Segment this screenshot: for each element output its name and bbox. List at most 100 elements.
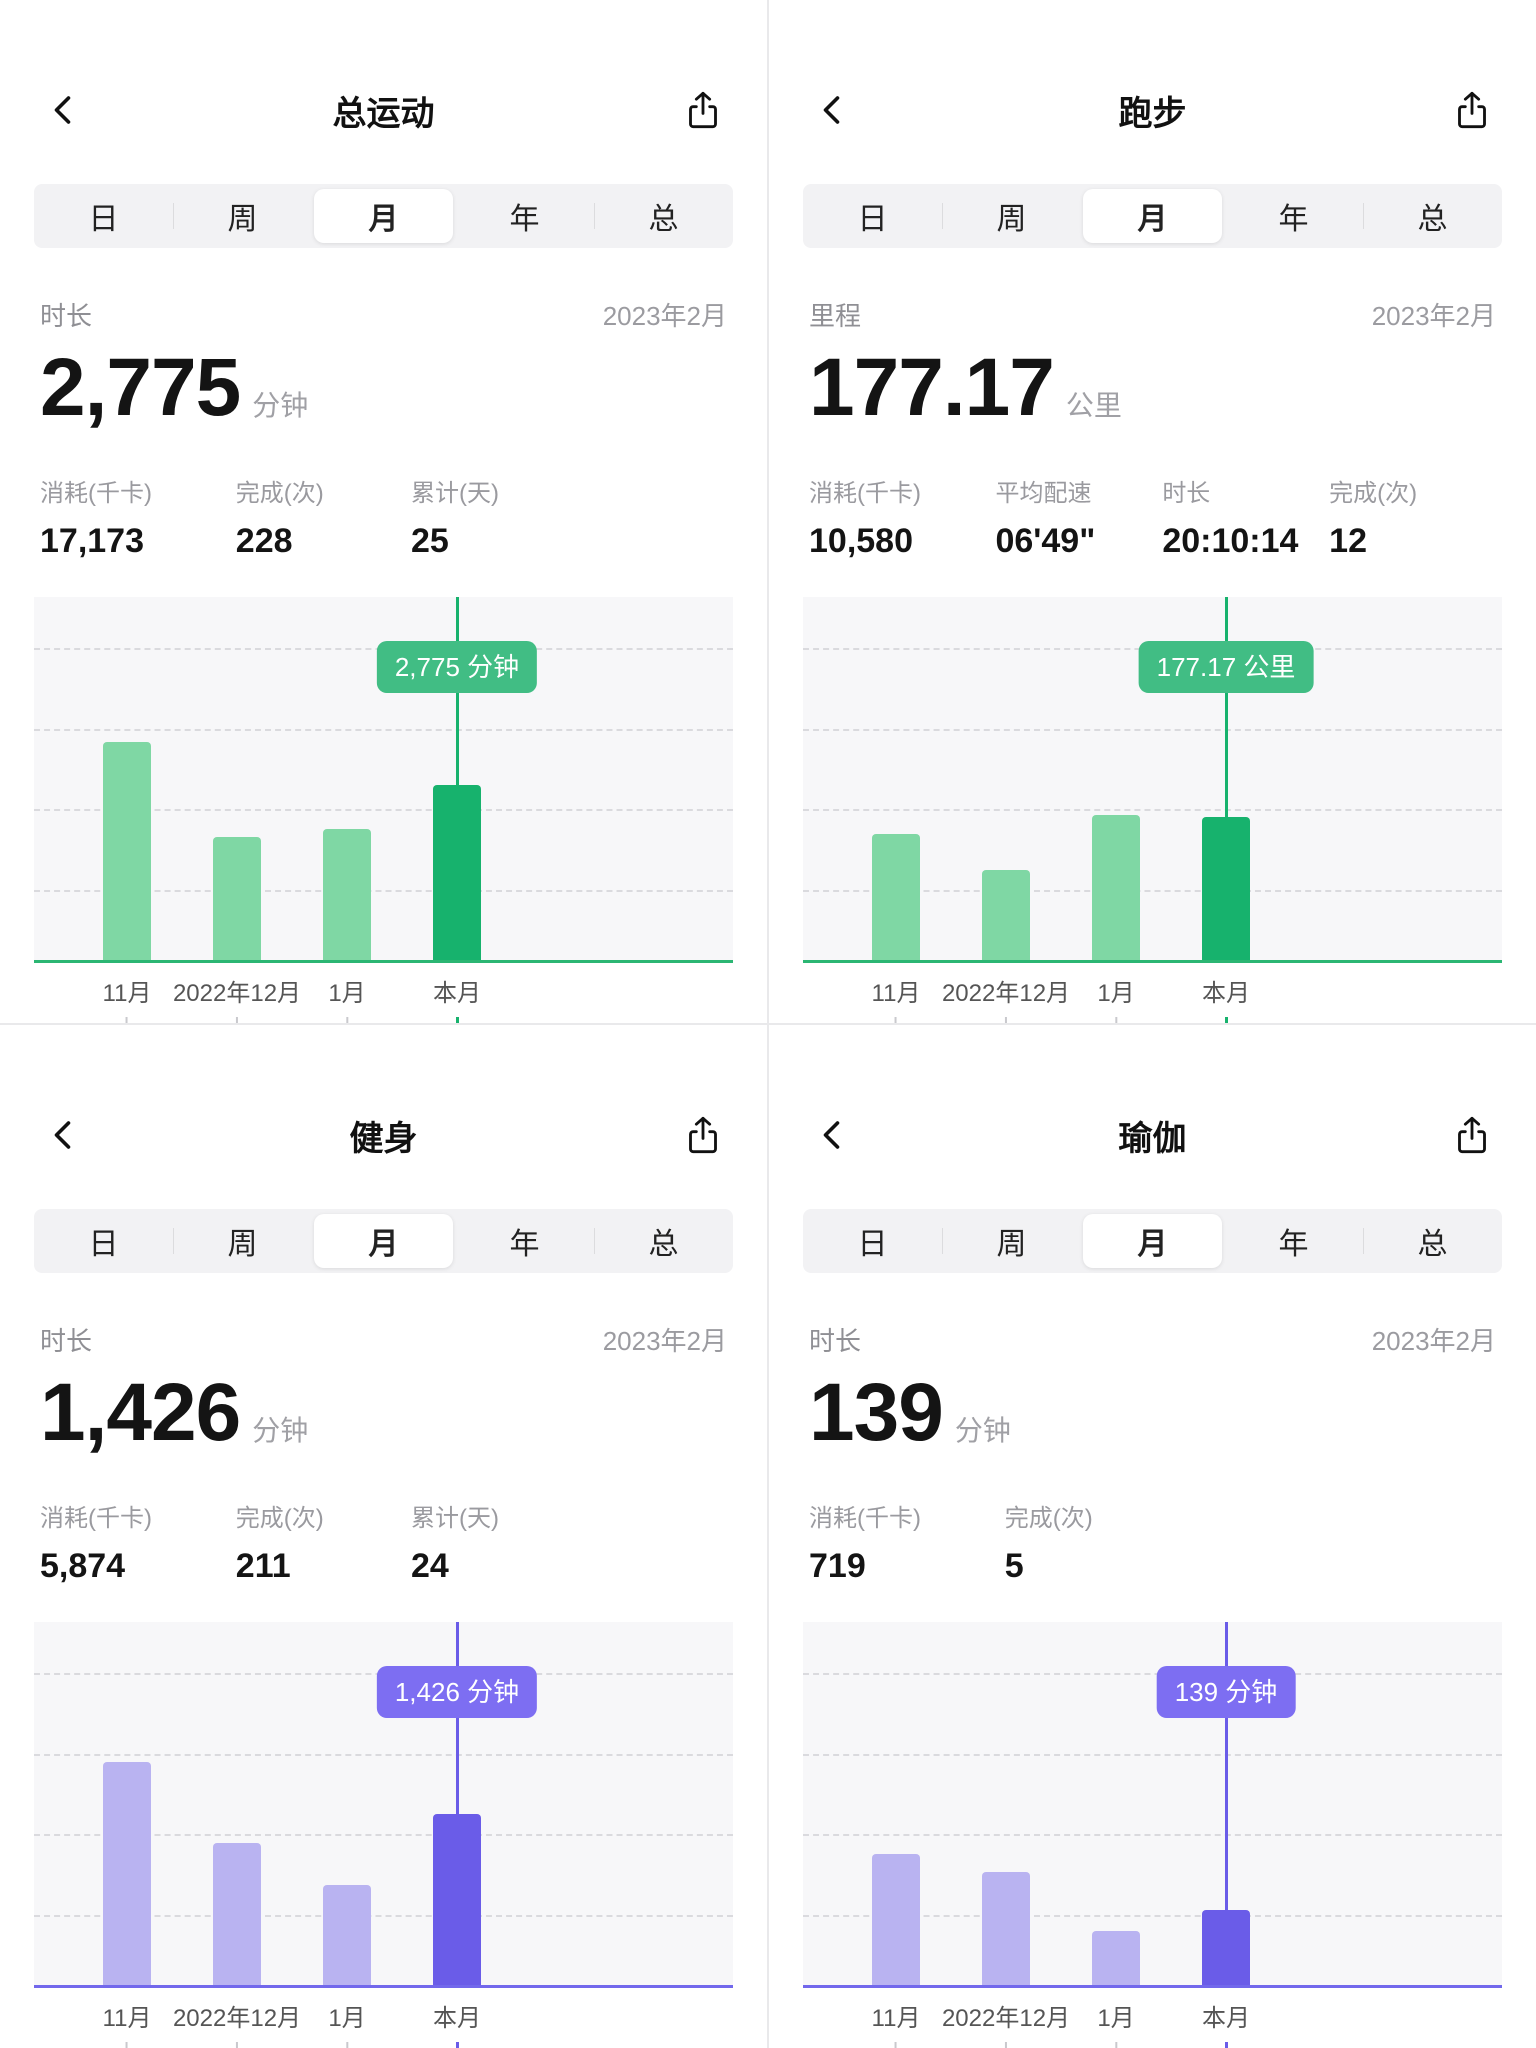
metric-unit: 分钟 xyxy=(252,1415,309,1446)
bar-chart[interactable]: 139 分钟 xyxy=(803,1622,1502,1988)
tab-week[interactable]: 周 xyxy=(173,184,312,248)
gridline xyxy=(34,1915,733,1917)
tab-month[interactable]: 月 xyxy=(314,1214,453,1268)
back-button[interactable] xyxy=(809,1111,857,1159)
period-label: 2023年2月 xyxy=(1371,301,1496,331)
x-axis-labels: 11月 2022年12月 1月 本月 xyxy=(803,973,1502,1023)
metric-unit: 公里 xyxy=(1065,390,1122,421)
tab-day[interactable]: 日 xyxy=(34,1209,173,1273)
gridline xyxy=(34,809,733,811)
stat-item: 消耗(千卡) 719 xyxy=(809,1498,1005,1586)
stat-label: 完成(次) xyxy=(1004,1505,1093,1532)
back-button[interactable] xyxy=(809,86,857,134)
stats-row: 消耗(千卡) 17,173 完成(次) 228 累计(天) 25 xyxy=(40,473,727,561)
bar-本月[interactable] xyxy=(433,785,481,960)
tab-year[interactable]: 年 xyxy=(1224,184,1363,248)
tab-month[interactable]: 月 xyxy=(314,189,453,243)
back-button[interactable] xyxy=(40,86,88,134)
metric-value: 177.17 xyxy=(809,342,1055,433)
panel-total-exercise: 总运动 日 周 月 年 总 时长 2023年2月 2,775 分钟 消耗(千卡)… xyxy=(0,0,767,1023)
panel-fitness: 健身 日 周 月 年 总 时长 2023年2月 1,426 分钟 消耗(千卡) … xyxy=(0,1025,767,2048)
metric-headline: 139 分钟 xyxy=(809,1366,1496,1460)
stat-value: 06'49" xyxy=(995,522,1096,560)
tab-month[interactable]: 月 xyxy=(1083,189,1222,243)
metric-unit: 分钟 xyxy=(252,390,309,421)
stat-value: 211 xyxy=(235,1547,291,1585)
page-title: 跑步 xyxy=(1118,94,1187,133)
bar-11月[interactable] xyxy=(103,742,151,960)
tab-total[interactable]: 总 xyxy=(1363,1209,1502,1273)
tab-month[interactable]: 月 xyxy=(1083,1214,1222,1268)
stats-row: 消耗(千卡) 5,874 完成(次) 211 累计(天) 24 xyxy=(40,1498,727,1586)
bar-chart[interactable]: 2,775 分钟 xyxy=(34,597,733,963)
stat-item: 消耗(千卡) 17,173 xyxy=(40,473,236,561)
metric-row: 时长 2023年2月 xyxy=(809,1321,1496,1358)
page-title: 总运动 xyxy=(332,94,435,133)
page-title: 瑜伽 xyxy=(1118,1119,1187,1158)
bar-1月[interactable] xyxy=(1092,815,1140,960)
share-button[interactable] xyxy=(679,86,727,134)
bar-11月[interactable] xyxy=(872,834,920,960)
period-tabs: 日 周 月 年 总 xyxy=(34,184,733,248)
bar-2022年12月[interactable] xyxy=(213,837,261,960)
x-label-2022年12月: 2022年12月 xyxy=(173,973,301,1023)
bar-本月[interactable] xyxy=(1202,1910,1250,1985)
share-icon xyxy=(689,1116,717,1154)
highlight-line xyxy=(1224,597,1228,960)
tab-day[interactable]: 日 xyxy=(803,1209,942,1273)
back-button[interactable] xyxy=(40,1111,88,1159)
x-label-1月: 1月 xyxy=(1097,1998,1135,2048)
period-label: 2023年2月 xyxy=(602,301,727,331)
stat-label: 平均配速 xyxy=(995,480,1092,507)
bar-11月[interactable] xyxy=(872,1854,920,1985)
share-button[interactable] xyxy=(1448,86,1496,134)
tab-total[interactable]: 总 xyxy=(594,184,733,248)
highlight-line xyxy=(1224,1622,1228,1985)
gridline xyxy=(803,1673,1502,1675)
tab-week[interactable]: 周 xyxy=(173,1209,312,1273)
metric-unit: 分钟 xyxy=(954,1415,1011,1446)
metric-label: 时长 xyxy=(40,1326,93,1356)
stats-row: 消耗(千卡) 10,580 平均配速 06'49" 时长 20:10:14 完成… xyxy=(809,473,1496,561)
stat-item: 消耗(千卡) 5,874 xyxy=(40,1498,236,1586)
share-button[interactable] xyxy=(679,1111,727,1159)
tab-year[interactable]: 年 xyxy=(1224,1209,1363,1273)
stat-label: 消耗(千卡) xyxy=(40,480,152,507)
tab-day[interactable]: 日 xyxy=(34,184,173,248)
tab-week[interactable]: 周 xyxy=(942,184,1081,248)
tab-total[interactable]: 总 xyxy=(594,1209,733,1273)
stat-item: 消耗(千卡) 10,580 xyxy=(809,473,995,561)
panel-yoga: 瑜伽 日 周 月 年 总 时长 2023年2月 139 分钟 消耗(千卡) 71… xyxy=(769,1025,1536,2048)
bar-1月[interactable] xyxy=(323,1885,371,1985)
stat-label: 消耗(千卡) xyxy=(809,480,921,507)
x-label-11月: 11月 xyxy=(872,1998,920,2048)
gridline xyxy=(803,809,1502,811)
tab-total[interactable]: 总 xyxy=(1363,184,1502,248)
stat-item: 平均配速 06'49" xyxy=(995,473,1162,561)
bar-11月[interactable] xyxy=(103,1762,151,1985)
tab-day[interactable]: 日 xyxy=(803,184,942,248)
share-button[interactable] xyxy=(1448,1111,1496,1159)
bar-2022年12月[interactable] xyxy=(982,1872,1030,1985)
tab-year[interactable]: 年 xyxy=(455,184,594,248)
gridline xyxy=(803,729,1502,731)
bar-chart[interactable]: 1,426 分钟 xyxy=(34,1622,733,1988)
panel-header: 健身 xyxy=(40,1105,727,1165)
bar-本月[interactable] xyxy=(433,1814,481,1985)
stat-value: 5 xyxy=(1004,1547,1024,1585)
stat-value: 10,580 xyxy=(809,522,913,560)
bar-1月[interactable] xyxy=(1092,1931,1140,1985)
bar-2022年12月[interactable] xyxy=(213,1843,261,1985)
period-label: 2023年2月 xyxy=(602,1326,727,1356)
stat-item: 累计(天) 24 xyxy=(411,1498,586,1586)
period-tabs: 日 周 月 年 总 xyxy=(803,1209,1502,1273)
bar-chart[interactable]: 177.17 公里 xyxy=(803,597,1502,963)
bar-本月[interactable] xyxy=(1202,817,1250,960)
tab-year[interactable]: 年 xyxy=(455,1209,594,1273)
tab-week[interactable]: 周 xyxy=(942,1209,1081,1273)
bar-1月[interactable] xyxy=(323,829,371,960)
stat-value: 17,173 xyxy=(40,522,144,560)
gridline xyxy=(803,1915,1502,1917)
gridline xyxy=(803,1834,1502,1836)
bar-2022年12月[interactable] xyxy=(982,870,1030,960)
